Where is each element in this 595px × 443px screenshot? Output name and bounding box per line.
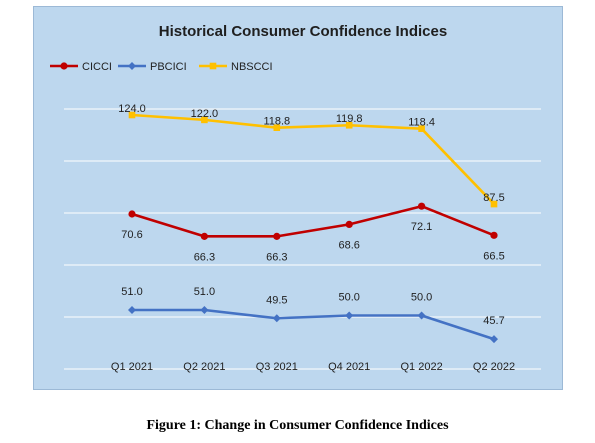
legend-marker (209, 62, 217, 70)
series-pbcici: 51.0 51.0 49.5 50.0 50.0 45.7 (121, 286, 505, 344)
data-label: 118.4 (408, 117, 435, 129)
data-label: 122.0 (191, 108, 219, 120)
data-label: 72.1 (411, 221, 432, 233)
series-line-cicci (131, 204, 495, 238)
data-point (345, 121, 353, 129)
data-label: 50.0 (338, 292, 359, 304)
series-nbscci: 124.0 122.0 118.8 119.8 118.4 87.5 (118, 103, 505, 208)
data-point (418, 202, 426, 210)
series-line-pbcici (132, 308, 495, 341)
data-point (490, 200, 498, 208)
legend-item-cicci: CICCI (50, 61, 112, 73)
data-label: 49.5 (266, 294, 287, 306)
chart-area: Historical Consumer Confidence Indices C… (33, 6, 563, 390)
data-point (490, 231, 498, 239)
series-layer: 70.6 66.3 66.3 68.6 72.1 66.5 51.0 51.0 49.5 50.0… (118, 103, 505, 344)
x-axis-labels: Q1 2021 Q2 2021 Q3 2021 Q4 2021 Q1 2022 Q2 20… (111, 361, 515, 373)
data-point (273, 232, 281, 240)
data-point (200, 232, 208, 240)
data-label: 70.6 (121, 229, 142, 241)
data-label: 45.7 (483, 315, 504, 327)
data-point (273, 124, 281, 131)
chart-title: Historical Consumer Confidence Indices (159, 23, 447, 40)
legend-label: CICCI (82, 61, 112, 73)
x-tick-label: Q2 2021 (183, 361, 225, 373)
series-cicci: 70.6 66.3 66.3 68.6 72.1 66.5 (121, 202, 505, 263)
data-point (272, 314, 281, 323)
data-point (345, 220, 353, 228)
data-label: 51.0 (194, 286, 215, 298)
legend-item-nbscci: NBSCCI (199, 61, 273, 73)
legend-item-pbcici: PBCICI (118, 61, 187, 73)
line-chart: Historical Consumer Confidence Indices C… (50, 23, 541, 373)
legend-label: NBSCCI (231, 61, 273, 73)
figure-caption: Figure 1: Change in Consumer Confidence … (146, 418, 449, 433)
data-point (201, 116, 208, 124)
data-point (128, 306, 136, 314)
data-label: 66.5 (483, 250, 504, 262)
legend-label: PBCICI (150, 61, 187, 73)
legend-marker (128, 62, 136, 70)
data-point (345, 311, 354, 320)
data-point (417, 311, 426, 320)
data-label: 66.3 (194, 251, 215, 263)
x-tick-label: Q1 2022 (400, 361, 442, 373)
data-label: 68.6 (338, 239, 359, 251)
x-tick-label: Q3 2021 (256, 361, 298, 373)
data-label: 87.5 (483, 192, 504, 204)
data-point (128, 111, 136, 119)
data-point (418, 125, 425, 132)
data-label: 66.3 (266, 251, 287, 263)
series-line-nbscci (131, 113, 495, 205)
data-point (200, 306, 209, 314)
x-tick-label: Q1 2021 (111, 361, 153, 373)
x-tick-label: Q4 2021 (328, 361, 370, 373)
legend: CICCI PBCICI NBSCCI (50, 61, 273, 73)
legend-marker (60, 62, 68, 70)
data-label: 51.0 (121, 286, 142, 298)
data-label: 119.8 (336, 113, 363, 125)
x-tick-label: Q2 2022 (473, 361, 515, 373)
data-label: 50.0 (411, 292, 432, 304)
data-label: 118.8 (263, 116, 290, 128)
data-label: 124.0 (118, 103, 146, 115)
data-point (490, 335, 498, 344)
data-point (128, 210, 136, 218)
